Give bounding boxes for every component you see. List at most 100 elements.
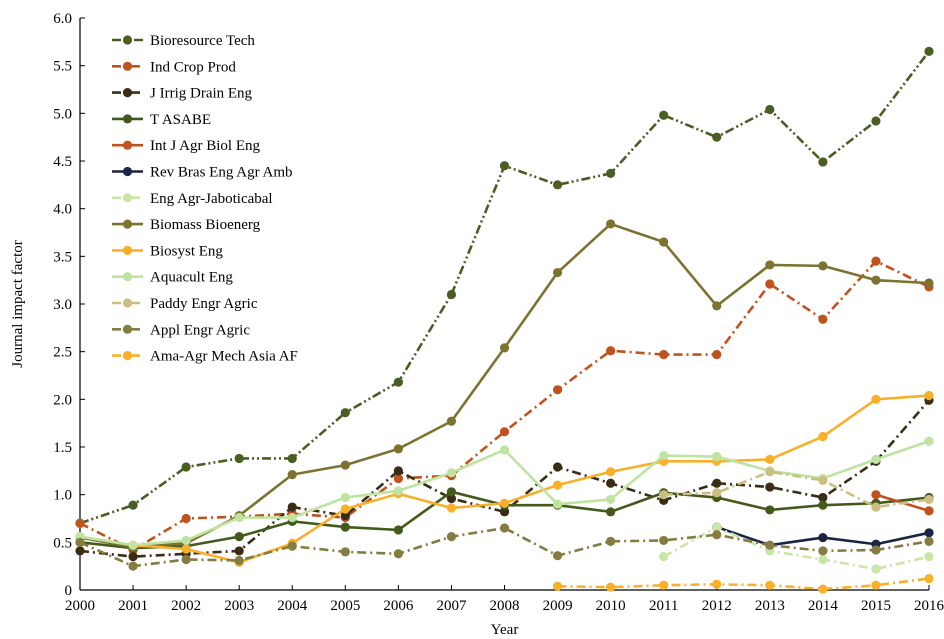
legend-label: Ind Crop Prod (150, 59, 236, 75)
data-point (871, 502, 881, 512)
x-tick-label: 2010 (596, 598, 626, 614)
legend-marker (122, 35, 133, 45)
data-point (606, 478, 616, 488)
data-point (765, 540, 775, 550)
series-line (79, 399, 930, 558)
legend-label: Paddy Engr Agric (150, 296, 258, 312)
legend-label: Ama-Agr Mech Asia AF (150, 349, 298, 365)
legend-item: Ind Crop Prod (112, 59, 236, 75)
series-layer (75, 46, 934, 594)
y-tick-label: 1.0 (53, 488, 72, 504)
x-tick-label: 2001 (118, 598, 148, 614)
data-point (234, 453, 244, 464)
data-point (287, 502, 297, 512)
data-point (818, 261, 828, 271)
data-point (234, 546, 244, 556)
data-point (871, 394, 881, 404)
data-point (924, 46, 934, 56)
data-point (393, 473, 403, 484)
data-point (234, 532, 244, 542)
data-point (499, 507, 510, 517)
legend-label: Biomass Bioenerg (150, 217, 261, 233)
y-tick-label: 2.5 (53, 345, 72, 361)
data-point (499, 427, 510, 437)
x-tick-label: 2013 (755, 598, 785, 614)
x-tick-label: 2007 (436, 598, 467, 614)
data-point (446, 487, 457, 497)
data-point (818, 546, 828, 556)
series-11 (75, 523, 934, 571)
data-point (765, 467, 775, 477)
data-point (606, 219, 616, 229)
legend-item: Appl Engr Agric (112, 322, 250, 338)
data-point (818, 314, 828, 324)
data-point (924, 494, 934, 505)
legend-item: Eng Agr-Jaboticabal (112, 191, 273, 207)
data-point (871, 275, 881, 285)
data-point (446, 289, 457, 300)
legend-marker (122, 88, 133, 98)
data-point (712, 301, 722, 311)
data-point (765, 580, 775, 590)
data-point (393, 444, 403, 454)
data-point (924, 390, 934, 401)
data-point (924, 573, 934, 584)
data-point (924, 552, 934, 562)
series-line (79, 526, 930, 568)
data-point (871, 580, 881, 590)
series-line (663, 525, 930, 571)
data-point (871, 545, 881, 555)
legend-marker (122, 272, 133, 282)
legend-item: Biosyst Eng (112, 243, 223, 259)
y-tick-label: 6.0 (53, 11, 72, 27)
data-point (340, 460, 350, 470)
data-point (818, 500, 828, 510)
legend-marker (122, 219, 133, 229)
y-tick-label: 2.0 (53, 392, 72, 408)
x-tick-label: 2002 (171, 598, 201, 614)
data-point (552, 462, 563, 472)
data-point (287, 541, 297, 551)
data-point (924, 436, 934, 446)
series-line (79, 394, 930, 564)
data-point (446, 493, 457, 504)
x-axis-title: Year (491, 622, 519, 638)
data-point (818, 584, 828, 594)
data-point (340, 522, 350, 532)
data-point (287, 453, 297, 464)
x-tick-label: 2014 (808, 598, 839, 614)
legend-label: Bioresource Tech (150, 33, 255, 49)
series-line (79, 259, 930, 552)
series-line (663, 470, 930, 509)
data-point (659, 110, 669, 120)
data-point (924, 506, 934, 516)
data-point (393, 486, 403, 496)
data-point (712, 530, 722, 540)
series-10 (659, 467, 934, 512)
x-tick-label: 2006 (383, 598, 414, 614)
data-point (712, 451, 722, 462)
data-point (340, 504, 350, 514)
series-3 (75, 487, 934, 553)
data-point (606, 346, 616, 356)
data-point (871, 256, 881, 266)
data-point (765, 482, 775, 492)
data-point (818, 475, 828, 485)
legend-marker (122, 61, 133, 71)
data-point (340, 547, 350, 557)
data-point (765, 104, 775, 115)
data-point (181, 535, 191, 546)
data-point (181, 554, 191, 565)
data-point (234, 512, 244, 523)
data-point (765, 454, 775, 464)
data-point (181, 513, 191, 524)
legend-item: Biomass Bioenerg (112, 217, 261, 233)
legend-label: Appl Engr Agric (150, 322, 250, 338)
data-point (871, 454, 881, 464)
data-point (871, 490, 881, 500)
data-point (128, 552, 138, 562)
data-point (871, 116, 881, 126)
y-axis-title: Journal impact factor (10, 240, 26, 367)
data-point (287, 470, 297, 480)
legend-label: Aquacult Eng (150, 270, 233, 286)
